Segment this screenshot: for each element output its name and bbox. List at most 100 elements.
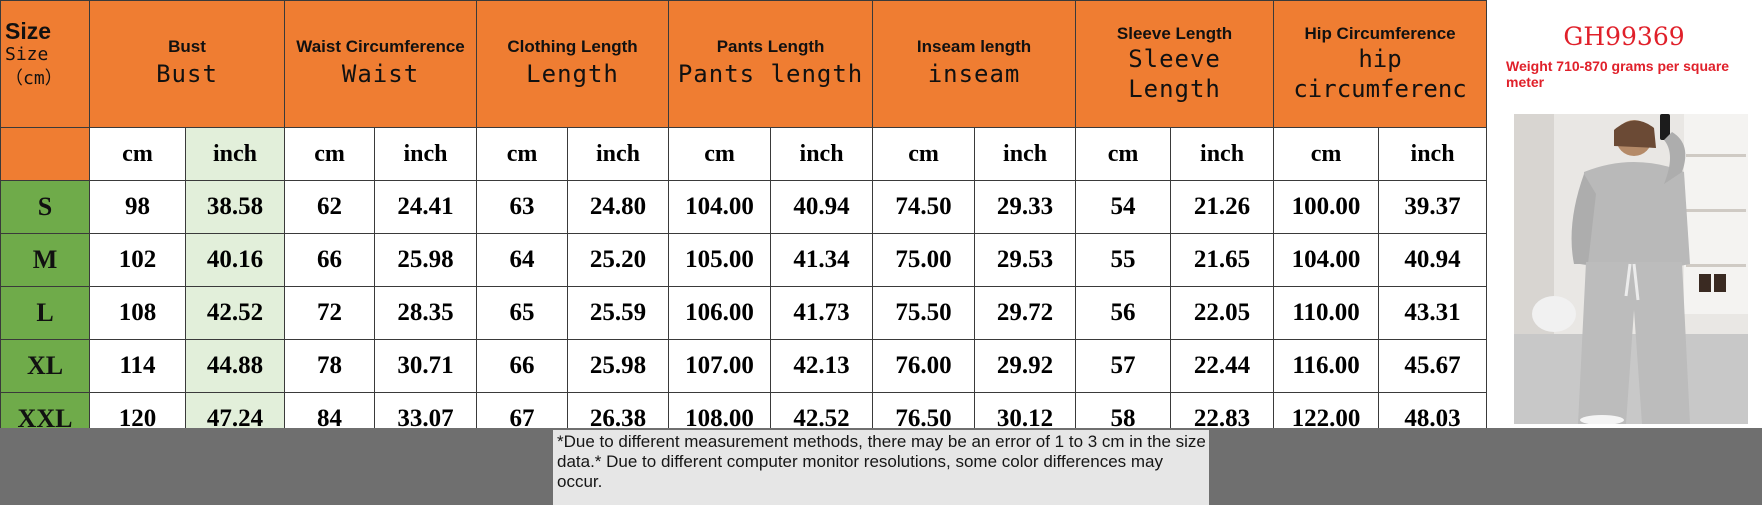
value-cm: 54 [1075, 180, 1172, 234]
value-cm: 108 [89, 286, 186, 340]
value-cm: 66 [284, 233, 376, 287]
value-inch: 29.53 [974, 233, 1077, 287]
unit-inch: inch [184, 127, 286, 181]
value-cm: 110.00 [1273, 286, 1380, 340]
value-cm: 63 [476, 180, 569, 234]
units-row: cm inch cm inch cm inch cm inch cm inch … [0, 127, 1488, 181]
size-rows: S 98 38.58 62 24.41 63 24.80 104.00 40.94 74.50 29… [0, 180, 1488, 446]
header-clothing-length: Clothing Length Length [476, 0, 670, 128]
value-inch: 41.73 [770, 286, 874, 340]
unit-cm: cm [284, 127, 376, 181]
value-cm: 78 [284, 339, 376, 393]
value-inch: 42.52 [184, 286, 286, 340]
value-inch: 40.94 [1378, 233, 1488, 287]
unit-inch: inch [770, 127, 874, 181]
value-cm: 62 [284, 180, 376, 234]
header-waist: Waist Circumference Waist [284, 0, 478, 128]
product-code: GH99369 [1563, 22, 1685, 51]
value-inch: 44.88 [184, 339, 286, 393]
unit-inch: inch [974, 127, 1077, 181]
value-cm: 116.00 [1273, 339, 1380, 393]
value-inch: 25.20 [567, 233, 670, 287]
value-inch: 22.05 [1170, 286, 1275, 340]
header-sleeve-length: Sleeve Length Sleeve Length [1075, 0, 1275, 128]
value-inch: 21.26 [1170, 180, 1275, 234]
size-header-cell: Size Size （cm） [0, 0, 90, 128]
unit-cm: cm [872, 127, 976, 181]
value-inch: 24.41 [374, 180, 478, 234]
value-cm: 98 [89, 180, 186, 234]
size-label: S [0, 180, 90, 234]
fabric-weight: Weight 710-870 grams per square meter [1506, 58, 1730, 90]
value-inch: 38.58 [184, 180, 286, 234]
value-inch: 21.65 [1170, 233, 1275, 287]
value-cm: 100.00 [1273, 180, 1380, 234]
unit-cm: cm [1273, 127, 1380, 181]
unit-inch: inch [1170, 127, 1275, 181]
value-inch: 43.31 [1378, 286, 1488, 340]
value-inch: 28.35 [374, 286, 478, 340]
header-inseam: Inseam length inseam [872, 0, 1077, 128]
value-cm: 104.00 [668, 180, 772, 234]
header-alt-label: inseam [927, 60, 1021, 88]
header-label: Clothing Length [507, 37, 638, 56]
header-label: Sleeve Length [1116, 24, 1233, 43]
value-cm: 74.50 [872, 180, 976, 234]
size-row-xl: XL 114 44.88 78 30.71 66 25.98 107.00 42.13 76.00… [0, 339, 1488, 393]
unit-cm: cm [476, 127, 569, 181]
size-label: XL [0, 339, 90, 393]
header-label: Bust [168, 37, 206, 56]
header-alt-label: hip circumferenc [1293, 45, 1467, 103]
header-alt-label: Bust [156, 60, 218, 88]
value-cm: 107.00 [668, 339, 772, 393]
value-cm: 65 [476, 286, 569, 340]
value-cm: 75.50 [872, 286, 976, 340]
value-cm: 55 [1075, 233, 1172, 287]
product-info: GH99369 Weight 710-870 grams per square … [1486, 0, 1762, 110]
size-header-unit: （cm） [5, 68, 63, 89]
value-inch: 29.92 [974, 339, 1077, 393]
value-cm: 104.00 [1273, 233, 1380, 287]
value-cm: 66 [476, 339, 569, 393]
value-cm: 102 [89, 233, 186, 287]
unit-cm: cm [668, 127, 772, 181]
value-inch: 45.67 [1378, 339, 1488, 393]
header-row: Size Size （cm） Bust Bust Waist Circumfere… [0, 0, 1488, 128]
value-inch: 25.59 [567, 286, 670, 340]
unit-inch: inch [1378, 127, 1488, 181]
units-corner [0, 127, 90, 181]
unit-cm: cm [89, 127, 186, 181]
size-label: L [0, 286, 90, 340]
product-photo-illustration [1514, 114, 1748, 424]
value-inch: 29.72 [974, 286, 1077, 340]
header-label: Waist Circumference [296, 37, 465, 56]
value-inch: 42.13 [770, 339, 874, 393]
value-inch: 25.98 [567, 339, 670, 393]
header-alt-label: Pants length [677, 60, 864, 88]
header-label: Hip Circumference [1304, 24, 1456, 43]
header-pants-length: Pants Length Pants length [668, 0, 874, 128]
value-cm: 64 [476, 233, 569, 287]
size-header-title: Size [5, 18, 52, 44]
header-alt-label: Length [526, 60, 619, 88]
value-cm: 75.00 [872, 233, 976, 287]
value-inch: 41.34 [770, 233, 874, 287]
value-cm: 56 [1075, 286, 1172, 340]
value-inch: 40.16 [184, 233, 286, 287]
value-cm: 106.00 [668, 286, 772, 340]
size-chart-table: Size Size （cm） Bust Bust Waist Circumfere… [0, 0, 1488, 446]
value-inch: 24.80 [567, 180, 670, 234]
unit-inch: inch [374, 127, 478, 181]
header-label: Pants Length [716, 37, 825, 56]
value-cm: 72 [284, 286, 376, 340]
header-label: Inseam length [916, 37, 1032, 56]
header-bust: Bust Bust [88, 0, 286, 128]
value-inch: 25.98 [374, 233, 478, 287]
product-photo [1514, 114, 1748, 424]
size-row-l: L 108 42.52 72 28.35 65 25.59 106.00 41.73 75.50 2… [0, 286, 1488, 340]
value-cm: 105.00 [668, 233, 772, 287]
header-alt-label: Waist [341, 60, 420, 88]
value-inch: 40.94 [770, 180, 874, 234]
value-cm: 76.00 [872, 339, 976, 393]
value-inch: 29.33 [974, 180, 1077, 234]
